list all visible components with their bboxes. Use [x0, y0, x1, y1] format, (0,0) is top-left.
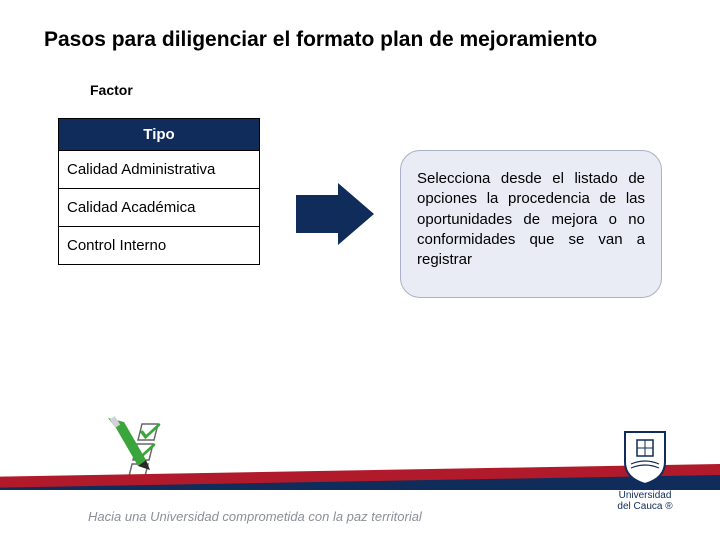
- table-row: Calidad Administrativa: [59, 151, 259, 189]
- table-row: Calidad Académica: [59, 189, 259, 227]
- university-logo: Universidad del Cauca ®: [600, 428, 690, 512]
- logo-shield-icon: [621, 428, 669, 486]
- table-row: Control Interno: [59, 227, 259, 264]
- factor-label: Factor: [90, 82, 133, 98]
- logo-text-line2: del Cauca ®: [600, 501, 690, 512]
- description-text: Selecciona desde el listado de opciones …: [417, 169, 645, 270]
- table-header: Tipo: [59, 119, 259, 151]
- slide-title: Pasos para diligenciar el formato plan d…: [44, 28, 597, 52]
- description-box: Selecciona desde el listado de opciones …: [400, 150, 662, 298]
- footer-tagline: Hacia una Universidad comprometida con l…: [88, 509, 422, 524]
- logo-text-line1: Universidad: [600, 490, 690, 501]
- tipo-table: Tipo Calidad Administrativa Calidad Acad…: [58, 118, 260, 265]
- arrow-icon: [296, 183, 374, 245]
